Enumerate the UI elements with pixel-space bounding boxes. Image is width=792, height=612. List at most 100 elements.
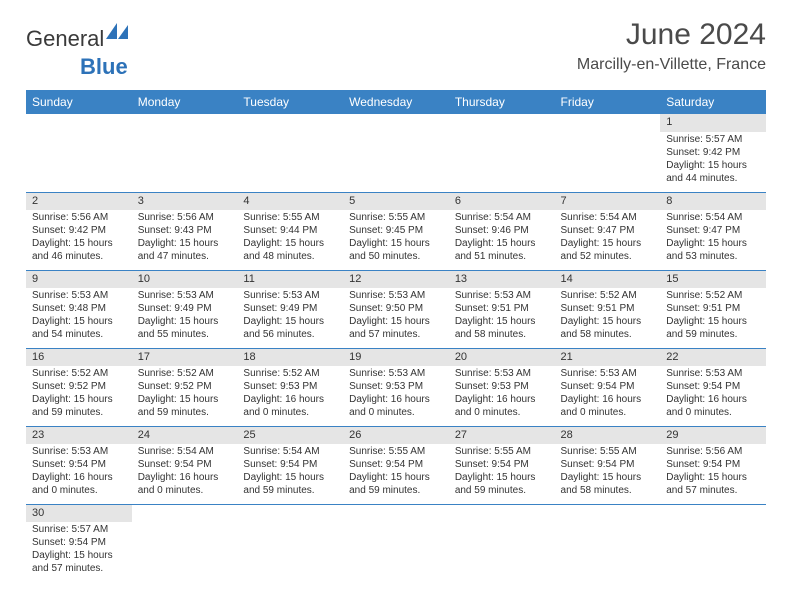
day-number: 16 bbox=[26, 349, 132, 365]
day-cell: Sunrise: 5:53 AMSunset: 9:49 PMDaylight:… bbox=[237, 288, 343, 348]
day-details: Sunrise: 5:56 AMSunset: 9:54 PMDaylight:… bbox=[660, 444, 766, 499]
day-number: 8 bbox=[660, 193, 766, 209]
day-number: 18 bbox=[237, 349, 343, 365]
day-cell bbox=[343, 522, 449, 582]
day-number: 30 bbox=[26, 505, 132, 521]
day-number-cell: 7 bbox=[555, 192, 661, 210]
day-cell: Sunrise: 5:53 AMSunset: 9:53 PMDaylight:… bbox=[343, 366, 449, 426]
logo-text-1: General bbox=[26, 26, 104, 52]
day-details: Sunrise: 5:55 AMSunset: 9:54 PMDaylight:… bbox=[343, 444, 449, 499]
day-details: Sunrise: 5:55 AMSunset: 9:54 PMDaylight:… bbox=[555, 444, 661, 499]
day-number-cell: 15 bbox=[660, 270, 766, 288]
day-details: Sunrise: 5:55 AMSunset: 9:44 PMDaylight:… bbox=[237, 210, 343, 265]
day-cell: Sunrise: 5:56 AMSunset: 9:54 PMDaylight:… bbox=[660, 444, 766, 504]
day-content-row: Sunrise: 5:52 AMSunset: 9:52 PMDaylight:… bbox=[26, 366, 766, 426]
month-title: June 2024 bbox=[577, 18, 766, 52]
day-number-cell: 17 bbox=[132, 348, 238, 366]
day-details: Sunrise: 5:54 AMSunset: 9:54 PMDaylight:… bbox=[132, 444, 238, 499]
day-cell: Sunrise: 5:53 AMSunset: 9:49 PMDaylight:… bbox=[132, 288, 238, 348]
day-number: 12 bbox=[343, 271, 449, 287]
day-number-cell bbox=[237, 114, 343, 132]
calendar-page: General June 2024 Marcilly-en-Villette, … bbox=[0, 0, 792, 582]
day-number-row: 2345678 bbox=[26, 192, 766, 210]
day-number-cell: 19 bbox=[343, 348, 449, 366]
day-cell: Sunrise: 5:54 AMSunset: 9:54 PMDaylight:… bbox=[132, 444, 238, 504]
day-number: 1 bbox=[660, 114, 766, 130]
day-number-cell bbox=[555, 504, 661, 522]
day-number-cell: 26 bbox=[343, 426, 449, 444]
day-number-cell: 5 bbox=[343, 192, 449, 210]
day-number: 28 bbox=[555, 427, 661, 443]
day-cell bbox=[132, 522, 238, 582]
day-number-cell bbox=[132, 114, 238, 132]
day-details: Sunrise: 5:56 AMSunset: 9:43 PMDaylight:… bbox=[132, 210, 238, 265]
day-details: Sunrise: 5:53 AMSunset: 9:49 PMDaylight:… bbox=[132, 288, 238, 343]
day-number: 5 bbox=[343, 193, 449, 209]
day-number: 23 bbox=[26, 427, 132, 443]
day-cell: Sunrise: 5:54 AMSunset: 9:47 PMDaylight:… bbox=[555, 210, 661, 270]
day-number: 21 bbox=[555, 349, 661, 365]
day-number-cell: 27 bbox=[449, 426, 555, 444]
day-details: Sunrise: 5:54 AMSunset: 9:54 PMDaylight:… bbox=[237, 444, 343, 499]
day-details: Sunrise: 5:54 AMSunset: 9:47 PMDaylight:… bbox=[660, 210, 766, 265]
day-cell: Sunrise: 5:57 AMSunset: 9:54 PMDaylight:… bbox=[26, 522, 132, 582]
day-number-cell bbox=[343, 504, 449, 522]
day-details: Sunrise: 5:53 AMSunset: 9:54 PMDaylight:… bbox=[26, 444, 132, 499]
day-number-cell: 12 bbox=[343, 270, 449, 288]
day-cell: Sunrise: 5:55 AMSunset: 9:54 PMDaylight:… bbox=[449, 444, 555, 504]
day-cell: Sunrise: 5:52 AMSunset: 9:53 PMDaylight:… bbox=[237, 366, 343, 426]
day-details: Sunrise: 5:56 AMSunset: 9:42 PMDaylight:… bbox=[26, 210, 132, 265]
day-number: 6 bbox=[449, 193, 555, 209]
day-details: Sunrise: 5:57 AMSunset: 9:42 PMDaylight:… bbox=[660, 132, 766, 187]
day-cell: Sunrise: 5:54 AMSunset: 9:47 PMDaylight:… bbox=[660, 210, 766, 270]
day-content-row: Sunrise: 5:57 AMSunset: 9:42 PMDaylight:… bbox=[26, 132, 766, 192]
day-cell: Sunrise: 5:52 AMSunset: 9:52 PMDaylight:… bbox=[26, 366, 132, 426]
day-number-cell bbox=[132, 504, 238, 522]
day-cell: Sunrise: 5:52 AMSunset: 9:51 PMDaylight:… bbox=[660, 288, 766, 348]
day-number-cell: 20 bbox=[449, 348, 555, 366]
day-header: Monday bbox=[132, 90, 238, 114]
day-header: Sunday bbox=[26, 90, 132, 114]
day-cell: Sunrise: 5:54 AMSunset: 9:54 PMDaylight:… bbox=[237, 444, 343, 504]
day-details: Sunrise: 5:52 AMSunset: 9:53 PMDaylight:… bbox=[237, 366, 343, 421]
day-cell: Sunrise: 5:57 AMSunset: 9:42 PMDaylight:… bbox=[660, 132, 766, 192]
day-number-cell bbox=[449, 114, 555, 132]
day-number-row: 9101112131415 bbox=[26, 270, 766, 288]
day-details: Sunrise: 5:53 AMSunset: 9:49 PMDaylight:… bbox=[237, 288, 343, 343]
day-number-row: 16171819202122 bbox=[26, 348, 766, 366]
day-cell: Sunrise: 5:55 AMSunset: 9:45 PMDaylight:… bbox=[343, 210, 449, 270]
day-number-cell: 2 bbox=[26, 192, 132, 210]
day-number-cell: 23 bbox=[26, 426, 132, 444]
day-details: Sunrise: 5:52 AMSunset: 9:52 PMDaylight:… bbox=[132, 366, 238, 421]
day-number: 25 bbox=[237, 427, 343, 443]
day-details: Sunrise: 5:52 AMSunset: 9:51 PMDaylight:… bbox=[660, 288, 766, 343]
day-number-cell: 11 bbox=[237, 270, 343, 288]
day-cell: Sunrise: 5:56 AMSunset: 9:42 PMDaylight:… bbox=[26, 210, 132, 270]
day-content-row: Sunrise: 5:56 AMSunset: 9:42 PMDaylight:… bbox=[26, 210, 766, 270]
day-header: Tuesday bbox=[237, 90, 343, 114]
calendar-table: Sunday Monday Tuesday Wednesday Thursday… bbox=[26, 90, 766, 582]
day-number-cell: 21 bbox=[555, 348, 661, 366]
day-number-cell: 28 bbox=[555, 426, 661, 444]
day-number-cell: 6 bbox=[449, 192, 555, 210]
day-details: Sunrise: 5:54 AMSunset: 9:47 PMDaylight:… bbox=[555, 210, 661, 265]
day-number-row: 1 bbox=[26, 114, 766, 132]
logo-text-2: Blue bbox=[80, 54, 128, 79]
day-header: Friday bbox=[555, 90, 661, 114]
day-cell: Sunrise: 5:53 AMSunset: 9:50 PMDaylight:… bbox=[343, 288, 449, 348]
day-number-cell: 30 bbox=[26, 504, 132, 522]
day-details: Sunrise: 5:55 AMSunset: 9:54 PMDaylight:… bbox=[449, 444, 555, 499]
day-details: Sunrise: 5:53 AMSunset: 9:53 PMDaylight:… bbox=[343, 366, 449, 421]
day-cell: Sunrise: 5:52 AMSunset: 9:51 PMDaylight:… bbox=[555, 288, 661, 348]
day-number: 2 bbox=[26, 193, 132, 209]
day-cell bbox=[26, 132, 132, 192]
day-content-row: Sunrise: 5:53 AMSunset: 9:54 PMDaylight:… bbox=[26, 444, 766, 504]
day-number: 26 bbox=[343, 427, 449, 443]
day-cell: Sunrise: 5:55 AMSunset: 9:44 PMDaylight:… bbox=[237, 210, 343, 270]
day-number: 7 bbox=[555, 193, 661, 209]
day-header-row: Sunday Monday Tuesday Wednesday Thursday… bbox=[26, 90, 766, 114]
day-details: Sunrise: 5:52 AMSunset: 9:52 PMDaylight:… bbox=[26, 366, 132, 421]
day-number: 13 bbox=[449, 271, 555, 287]
day-cell: Sunrise: 5:56 AMSunset: 9:43 PMDaylight:… bbox=[132, 210, 238, 270]
day-number: 11 bbox=[237, 271, 343, 287]
